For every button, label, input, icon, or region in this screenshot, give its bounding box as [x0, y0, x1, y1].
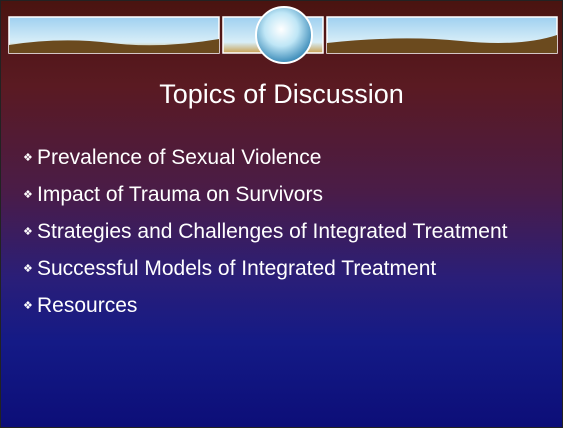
bullet-item: Successful Models of Integrated Treatmen… [23, 257, 563, 281]
bullet-item: Prevalence of Sexual Violence [23, 146, 563, 170]
bullet-item: Strategies and Challenges of Integrated … [23, 220, 563, 244]
slide-title: Topics of Discussion [1, 79, 562, 110]
bullet-item: Resources [23, 294, 563, 318]
slide: Topics of Discussion Prevalence of Sexua… [0, 0, 563, 428]
bullet-item: Impact of Trauma on Survivors [23, 183, 563, 207]
bullet-list: Prevalence of Sexual Violence Impact of T… [23, 146, 563, 331]
header-banner [1, 1, 562, 71]
